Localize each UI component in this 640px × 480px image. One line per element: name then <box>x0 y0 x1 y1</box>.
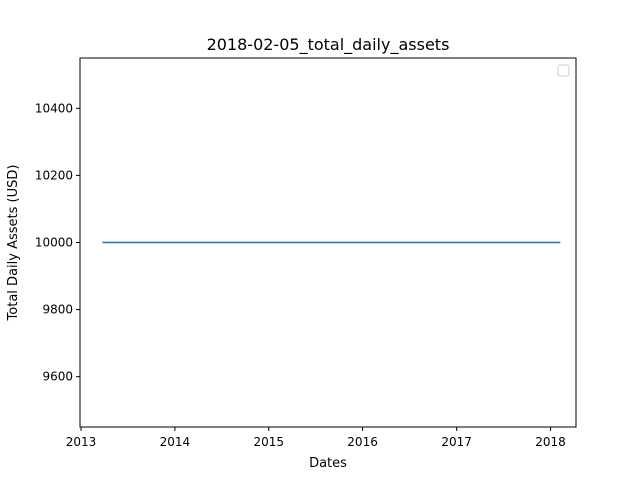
x-axis-label: Dates <box>309 456 347 471</box>
legend-box <box>557 64 570 77</box>
y-tick-label: 9600 <box>42 370 73 384</box>
y-tick-label: 10400 <box>35 101 73 115</box>
y-tick-label: 10200 <box>35 168 73 182</box>
x-tick-label: 2013 <box>66 435 97 449</box>
y-axis-label: Total Daily Assets (USD) <box>6 165 21 322</box>
x-axis-ticks: 2013 2014 2015 2016 2017 2018 <box>66 427 566 449</box>
x-tick-label: 2016 <box>347 435 378 449</box>
y-tick-label: 10000 <box>35 236 73 250</box>
x-tick-label: 2014 <box>160 435 191 449</box>
y-axis-ticks: 9600 9800 10000 10200 10400 <box>35 101 80 384</box>
plot-frame <box>79 57 577 428</box>
x-tick-label: 2018 <box>535 435 566 449</box>
chart-title: 2018-02-05_total_daily_assets <box>207 35 450 55</box>
x-tick-label: 2017 <box>441 435 472 449</box>
y-tick-label: 9800 <box>42 303 73 317</box>
legend <box>557 64 570 77</box>
x-tick-label: 2015 <box>253 435 284 449</box>
